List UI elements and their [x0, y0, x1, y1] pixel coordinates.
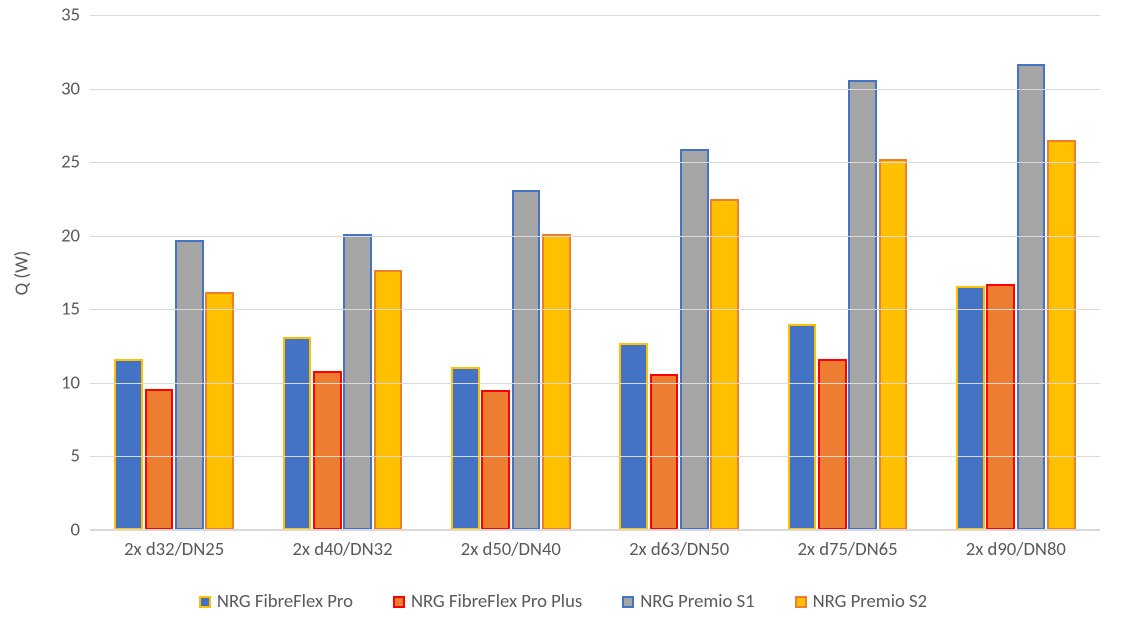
bar	[619, 343, 648, 530]
bar	[650, 374, 679, 530]
gridline	[90, 383, 1100, 384]
bar	[788, 324, 817, 530]
legend-swatch	[795, 596, 807, 608]
bar	[175, 240, 204, 530]
gridline	[90, 309, 1100, 310]
x-tick-label: 2x d75/DN65	[797, 530, 897, 561]
bar	[481, 390, 510, 530]
legend-label: NRG FibreFlex Pro Plus	[411, 590, 582, 613]
y-tick-label: 30	[61, 77, 90, 100]
bar	[205, 292, 234, 530]
x-tick-label: 2x d63/DN50	[629, 530, 729, 561]
bar	[114, 359, 143, 530]
y-tick-label: 25	[61, 151, 90, 174]
bar	[512, 190, 541, 530]
plot-area: 051015202530352x d32/DN252x d40/DN322x d…	[90, 15, 1100, 530]
gridline	[90, 162, 1100, 163]
y-tick-label: 20	[61, 224, 90, 247]
gridline	[90, 15, 1100, 16]
gridline	[90, 236, 1100, 237]
legend-label: NRG Premio S2	[813, 590, 927, 613]
legend-swatch	[393, 596, 405, 608]
gridline	[90, 89, 1100, 90]
x-tick-label: 2x d32/DN25	[124, 530, 224, 561]
legend-label: NRG Premio S1	[640, 590, 754, 613]
y-tick-label: 5	[71, 445, 90, 468]
legend-item: NRG Premio S1	[622, 590, 754, 613]
y-tick-label: 35	[61, 4, 90, 27]
bars-layer	[90, 15, 1100, 530]
y-tick-label: 0	[71, 519, 90, 542]
bar	[145, 389, 174, 530]
legend-label: NRG FibreFlex Pro	[217, 590, 353, 613]
legend: NRG FibreFlex Pro NRG FibreFlex Pro Plus N…	[0, 590, 1126, 613]
x-tick-label: 2x d90/DN80	[966, 530, 1066, 561]
bar	[848, 80, 877, 530]
legend-swatch	[199, 596, 211, 608]
y-axis-label: Q (W)	[11, 250, 34, 295]
bar	[1017, 64, 1046, 530]
y-tick-label: 10	[61, 371, 90, 394]
bar	[710, 199, 739, 530]
legend-item: NRG FibreFlex Pro	[199, 590, 353, 613]
bar	[879, 159, 908, 530]
legend-item: NRG FibreFlex Pro Plus	[393, 590, 582, 613]
y-tick-label: 15	[61, 298, 90, 321]
bar	[283, 337, 312, 530]
bar	[818, 359, 847, 530]
gridline	[90, 456, 1100, 457]
bar	[313, 371, 342, 530]
legend-item: NRG Premio S2	[795, 590, 927, 613]
gridline	[90, 530, 1100, 531]
bar	[451, 367, 480, 530]
x-tick-label: 2x d40/DN32	[292, 530, 392, 561]
legend-swatch	[622, 596, 634, 608]
grouped-bar-chart: Q (W) 051015202530352x d32/DN252x d40/DN…	[0, 0, 1126, 630]
bar	[680, 149, 709, 530]
bar	[956, 286, 985, 530]
x-tick-label: 2x d50/DN40	[461, 530, 561, 561]
bar	[986, 284, 1015, 530]
bar	[1047, 140, 1076, 530]
